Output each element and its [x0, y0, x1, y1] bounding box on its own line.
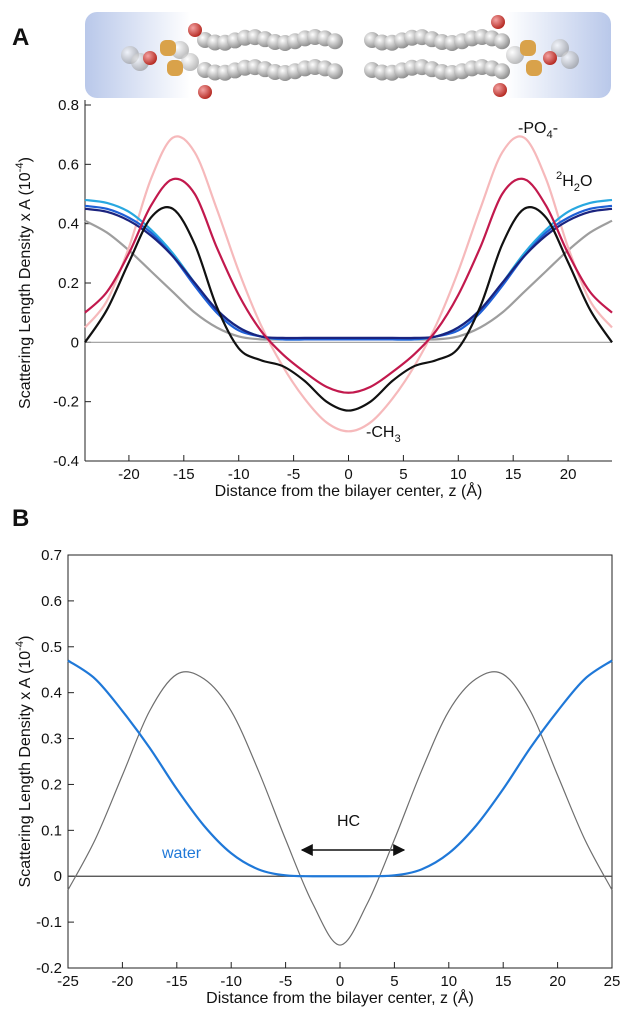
phosphorus	[160, 40, 176, 56]
atom	[327, 63, 343, 80]
y-axis-label-part: -4	[14, 641, 26, 651]
x-tick-label: 0	[336, 973, 344, 990]
y-axis-label-part: )	[17, 157, 34, 162]
y-tick-label: -0.2	[53, 394, 79, 411]
x-tick-label: 15	[495, 973, 512, 990]
annotation-part: 4	[546, 129, 552, 141]
atom	[551, 39, 569, 57]
atom	[327, 33, 343, 50]
annotation-part: H	[562, 173, 574, 190]
x-tick-label: 20	[549, 973, 566, 990]
y-tick-label: 0.4	[58, 216, 79, 233]
y-tick-label: -0.2	[36, 960, 62, 977]
y-tick-label: -0.4	[53, 453, 79, 470]
lipid-molecules	[121, 15, 579, 99]
y-axis-label: Scattering Length Density x A (10-4)	[14, 157, 34, 409]
x-tick-label: 25	[604, 973, 621, 990]
x-tick-label: 20	[560, 466, 577, 483]
oxygen	[188, 23, 202, 37]
annotation-part: -PO	[518, 120, 546, 137]
annotation: 2H2O	[556, 170, 592, 194]
y-tick-label: 0.5	[41, 639, 62, 656]
series-line	[84, 207, 613, 340]
annotation-part: -CH	[366, 424, 394, 441]
series-line	[84, 198, 613, 341]
annotation: -PO4-	[518, 120, 558, 141]
y-tick-label: 0.8	[58, 97, 79, 114]
oxygen	[198, 85, 212, 99]
atom	[181, 53, 199, 71]
annotation-part: 3	[394, 433, 400, 445]
y-axis-label-part: Scattering Length Density x A (10	[17, 172, 34, 409]
x-tick-label: -15	[166, 973, 188, 990]
x-tick-label: 5	[399, 466, 407, 483]
x-tick-label: -5	[279, 973, 292, 990]
series-line	[84, 135, 613, 433]
annotation-part: water	[161, 845, 202, 862]
annotation-part: -	[553, 120, 558, 137]
x-tick-label: -25	[57, 973, 79, 990]
oxygen	[543, 51, 557, 65]
oxygen	[491, 15, 505, 29]
x-axis-label: Distance from the bilayer center, z (Å)	[206, 988, 474, 1007]
x-tick-label: -10	[228, 466, 250, 483]
plot-frame	[67, 554, 613, 969]
y-tick-label: 0	[71, 334, 79, 351]
atom	[494, 33, 510, 50]
y-axis-label-part: -4	[14, 162, 26, 172]
series-line	[84, 219, 613, 341]
phosphorus	[520, 40, 536, 56]
annotation: -CH3	[366, 424, 401, 445]
phosphorus	[167, 60, 183, 76]
panel-label: B	[12, 505, 29, 532]
y-tick-label: 0.3	[41, 731, 62, 748]
x-tick-label: -15	[173, 466, 195, 483]
series-line	[84, 204, 613, 341]
y-tick-label: 0.6	[41, 593, 62, 610]
annotation-part: HC	[337, 813, 360, 830]
series-line	[84, 205, 613, 412]
x-tick-label: -5	[287, 466, 300, 483]
x-tick-label: -20	[118, 466, 140, 483]
atom	[506, 46, 524, 64]
panel-label: A	[12, 24, 29, 51]
x-tick-label: 5	[390, 973, 398, 990]
series-line	[67, 659, 613, 878]
annotation: water	[161, 845, 202, 862]
y-tick-label: 0.6	[58, 156, 79, 173]
annotation-part: O	[580, 173, 592, 190]
atom	[561, 51, 579, 69]
annotation-part: 2	[574, 182, 580, 194]
x-axis-label: Distance from the bilayer center, z (Å)	[215, 481, 483, 500]
phosphorus	[526, 60, 542, 76]
y-tick-label: 0.2	[58, 275, 79, 292]
y-tick-label: 0.1	[41, 822, 62, 839]
atom	[494, 63, 510, 80]
y-axis-label: Scattering Length Density x A (10-4)	[14, 636, 34, 888]
y-tick-label: -0.1	[36, 914, 62, 931]
x-tick-label: 0	[344, 466, 352, 483]
oxygen	[493, 83, 507, 97]
annotation-part: 2	[556, 170, 562, 182]
y-tick-label: 0.7	[41, 547, 62, 564]
x-tick-label: 10	[440, 973, 457, 990]
y-tick-label: 0.2	[41, 776, 62, 793]
series-line	[67, 671, 613, 946]
x-tick-label: -20	[112, 973, 134, 990]
y-tick-label: 0.4	[41, 685, 62, 702]
series-line	[84, 177, 613, 394]
x-tick-label: 10	[450, 466, 467, 483]
x-tick-label: -10	[220, 973, 242, 990]
oxygen	[143, 51, 157, 65]
y-axis-label-part: )	[17, 636, 34, 641]
y-tick-label: 0	[54, 868, 62, 885]
annotation: HC	[337, 813, 360, 830]
y-axis-label-part: Scattering Length Density x A (10	[17, 651, 34, 888]
x-tick-label: 15	[505, 466, 522, 483]
